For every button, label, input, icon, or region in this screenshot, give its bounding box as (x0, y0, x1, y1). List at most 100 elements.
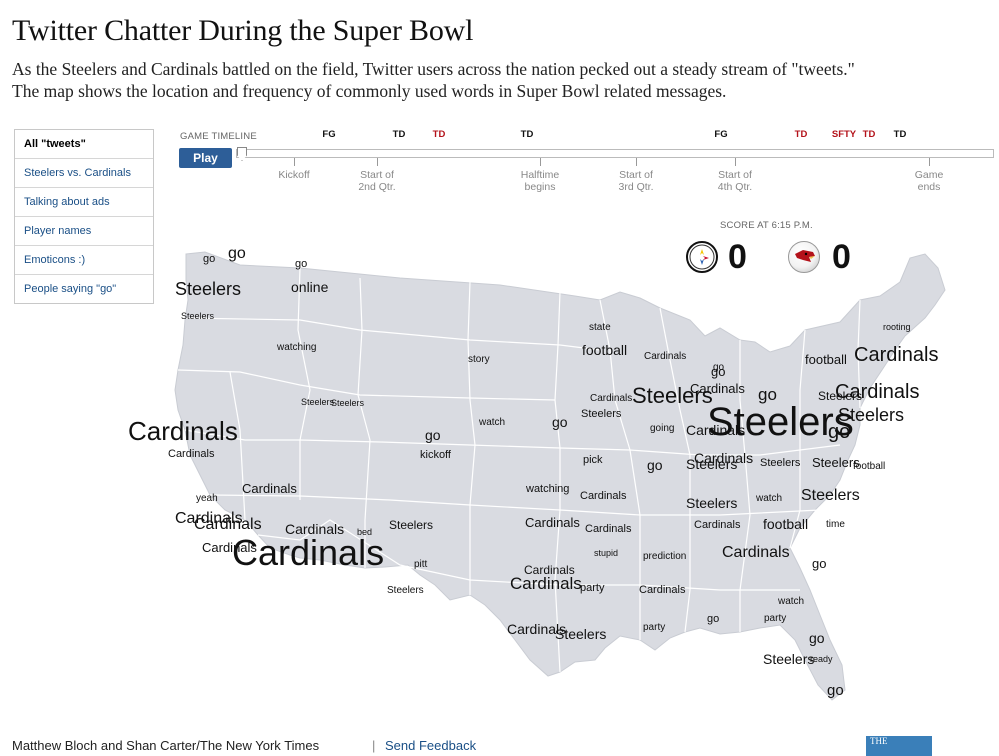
map-word: Cardinals (835, 381, 920, 403)
map-word: Steelers (181, 311, 215, 321)
map-word: go (647, 457, 663, 473)
map-word: go (552, 414, 568, 430)
map-word: kickoff (420, 449, 451, 461)
map-word: Steelers (555, 626, 607, 642)
map-word: Steelers (763, 651, 815, 667)
timeline-milestone: Kickoff (278, 169, 310, 181)
timeline-event: TD (893, 129, 907, 140)
map-word: watching (526, 483, 570, 495)
menu-item-people-saying-go[interactable]: People saying "go" (15, 274, 153, 303)
map-word: go (711, 364, 726, 379)
timeline-event: TD (862, 129, 876, 140)
view-menu: All "tweets" Steelers vs. Cardinals Talk… (14, 129, 154, 304)
map-word: pick (583, 454, 603, 466)
map-word: Steelers (760, 457, 801, 469)
map-word: watching (277, 342, 317, 353)
map-word: Cardinals (175, 510, 243, 527)
map-word: go (707, 613, 720, 625)
map-word: go (203, 253, 216, 265)
timeline-event: FG (714, 129, 728, 140)
map-word: Cardinals (194, 516, 262, 533)
map-word: football (853, 461, 886, 472)
menu-item-emoticons[interactable]: Emoticons :) (15, 245, 153, 274)
timeline-scrubber-handle[interactable] (237, 147, 247, 161)
map-word: Cardinals (580, 490, 627, 502)
map-word: Steelers (801, 487, 860, 504)
map-word: Cardinals (524, 563, 575, 577)
menu-item-all-tweets[interactable]: All "tweets" (24, 138, 86, 150)
map-word: Cardinals (525, 515, 580, 530)
menu-item-player-names[interactable]: Player names (15, 216, 153, 245)
steelers-logo-icon (686, 241, 718, 273)
map-word: Steelers (812, 455, 860, 470)
map-word: Cardinals (285, 521, 345, 537)
map-word: watch (778, 596, 805, 607)
map-word: Cardinals (854, 344, 939, 366)
map-word: Steelers (387, 585, 424, 596)
map-word: Cardinals (232, 532, 385, 573)
map-word: Steelers (175, 279, 242, 299)
map-word: go (809, 630, 825, 646)
map-word: Steelers (707, 400, 854, 444)
map-word: Cardinals (242, 481, 297, 496)
map-word: Steelers (686, 495, 738, 511)
play-button[interactable]: Play (179, 148, 232, 168)
map-word: party (580, 582, 605, 594)
map-word: Cardinals (510, 574, 582, 593)
map-word: football (763, 516, 809, 532)
menu-item-ads[interactable]: Talking about ads (15, 187, 153, 216)
map-word: football (582, 342, 628, 358)
map-word: Cardinals (722, 544, 790, 561)
timeline-tick (294, 158, 295, 166)
steelers-score: 0 (728, 238, 747, 276)
subtitle-line-2: The map shows the location and frequency… (12, 81, 727, 101)
map-word: go (228, 245, 246, 262)
ad-banner[interactable]: THE (866, 736, 932, 756)
map-word: ready (810, 654, 833, 664)
map-word: go (425, 427, 441, 443)
map-word: party (643, 622, 666, 633)
map-word: party (764, 613, 787, 624)
timeline-event: TD (520, 129, 534, 140)
map-word: online (291, 279, 329, 295)
cardinals-score: 0 (832, 238, 851, 276)
map-word: time (826, 519, 845, 530)
timeline-tick (636, 158, 637, 166)
map-word: Cardinals (128, 416, 238, 446)
map-word: Steelers (838, 405, 905, 425)
map-word: Cardinals (690, 381, 745, 396)
map-word: Steelers (581, 408, 622, 420)
map-word: yeah (196, 493, 218, 504)
map-word: Cardinals (202, 540, 257, 555)
map-word: Cardinals (590, 393, 633, 404)
map-word: football (805, 352, 847, 367)
page-title: Twitter Chatter During the Super Bowl (12, 14, 474, 47)
map-word: Cardinals (686, 422, 746, 438)
map-word: Steelers (331, 398, 365, 408)
timeline-event: TD (392, 129, 406, 140)
footer-separator: | (372, 738, 376, 753)
map-word: go (713, 362, 725, 373)
timeline-milestone: Halftime begins (520, 169, 560, 193)
byline: Matthew Bloch and Shan Carter/The New Yo… (12, 738, 320, 753)
map-word: Steelers (686, 456, 738, 472)
map-word: stupid (594, 548, 619, 558)
timeline-track[interactable] (236, 149, 994, 158)
menu-item-steelers-vs-cardinals[interactable]: Steelers vs. Cardinals (15, 158, 153, 187)
send-feedback-link[interactable]: Send Feedback (385, 738, 477, 753)
map-word: Steelers (818, 389, 863, 403)
map-word: go (295, 258, 308, 270)
map-word: Steelers (301, 397, 335, 407)
cardinals-logo-icon (788, 241, 820, 273)
map-word: go (827, 682, 844, 699)
timeline-milestone: Game ends (914, 169, 944, 193)
map-word: bed (357, 527, 373, 537)
timeline-event: TD (794, 129, 808, 140)
timeline-milestone: Start of 4th Qtr. (717, 169, 753, 193)
timeline-tick (540, 158, 541, 166)
map-word: go (812, 556, 827, 571)
map-word: prediction (643, 551, 687, 562)
map-word: Cardinals (694, 450, 754, 466)
timeline-tick (929, 158, 930, 166)
